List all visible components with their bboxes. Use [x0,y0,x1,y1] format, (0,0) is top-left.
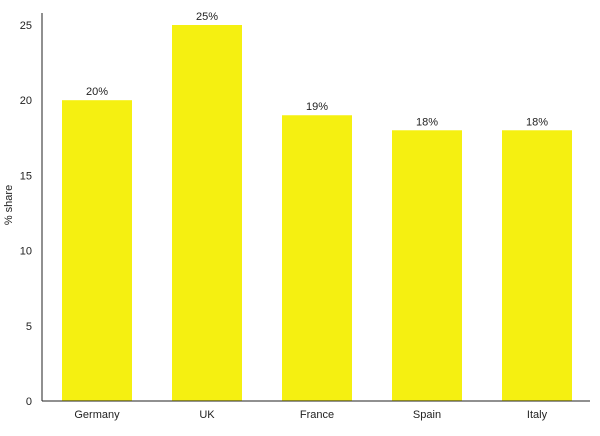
bar-uk [172,25,242,401]
x-tick-label: UK [199,409,215,421]
data-label: 20% [86,86,108,98]
y-axis-title: % share [3,185,15,225]
x-tick-label: Germany [74,409,120,421]
y-tick-label: 10 [20,246,32,258]
x-tick-label: France [300,409,334,421]
bar-spain [392,130,462,401]
y-tick-label: 25 [20,20,32,32]
bar-italy [502,130,572,401]
data-label: 19% [306,101,328,113]
x-tick-label: Italy [527,409,548,421]
data-label: 18% [416,116,438,128]
x-tick-label: Spain [413,409,441,421]
x-axis: Germany UK France Spain Italy [42,400,590,421]
bar-france [282,115,352,402]
y-axis: 0 5 10 15 20 25 [20,13,43,408]
y-tick-label: 0 [26,396,32,408]
bar-germany [62,100,132,401]
data-label: 18% [526,116,548,128]
y-tick-label: 15 [20,170,32,182]
y-tick-label: 20 [20,95,32,107]
bars: 20% 25% 19% 18% 18% [62,11,572,402]
data-label: 25% [196,11,218,23]
y-tick-label: 5 [26,321,32,333]
